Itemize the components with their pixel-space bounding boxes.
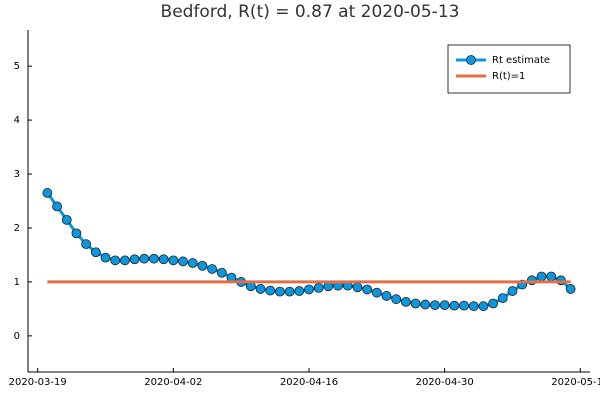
y-tick-label: 5 <box>14 61 20 72</box>
point <box>304 284 314 295</box>
point <box>187 258 198 268</box>
point <box>149 253 159 264</box>
x-tick-label: 2020-04-30 <box>416 377 474 388</box>
y-tick-label: 4 <box>14 115 20 126</box>
point <box>313 282 324 293</box>
point <box>507 286 518 296</box>
point <box>468 301 479 312</box>
point <box>556 275 566 286</box>
point <box>110 255 121 266</box>
point <box>52 201 62 212</box>
point <box>139 253 150 264</box>
point <box>178 256 188 267</box>
point <box>526 275 537 286</box>
point <box>294 286 305 296</box>
x-tick-label: 2020-05-14 <box>551 377 600 388</box>
point <box>119 255 130 266</box>
point <box>449 300 460 311</box>
point <box>362 284 373 295</box>
point <box>391 294 402 305</box>
y-tick-label: 2 <box>14 223 20 234</box>
point <box>381 291 392 301</box>
point <box>497 293 508 303</box>
point <box>61 214 72 225</box>
x-tick-label: 2020-04-02 <box>144 377 202 388</box>
chart-title: Bedford, R(t) = 0.87 at 2020-05-13 <box>161 2 460 22</box>
x-tick-label: 2020-03-19 <box>9 377 67 388</box>
point <box>207 264 218 274</box>
y-tick-label: 0 <box>14 331 20 342</box>
legend-label: Rt estimate <box>492 55 550 66</box>
point <box>410 298 421 309</box>
point <box>255 284 266 294</box>
point <box>90 247 101 258</box>
legend-marker <box>466 55 476 65</box>
point <box>565 284 576 294</box>
point <box>536 271 547 282</box>
y-tick-label: 1 <box>14 277 20 288</box>
legend-label: R(t)=1 <box>492 71 525 82</box>
point <box>275 286 285 297</box>
point <box>129 254 140 265</box>
point <box>439 300 450 311</box>
point <box>158 254 169 265</box>
point <box>430 300 440 311</box>
point <box>352 282 363 293</box>
x-tick-label: 2020-04-16 <box>280 377 338 388</box>
point <box>488 298 499 309</box>
point <box>42 188 53 198</box>
legend-box <box>447 44 571 94</box>
point <box>400 296 411 307</box>
point <box>284 286 295 297</box>
point <box>197 260 208 271</box>
point <box>216 267 227 278</box>
point <box>371 287 382 298</box>
y-tick-label: 3 <box>14 169 20 180</box>
point <box>265 285 276 296</box>
point <box>100 252 111 263</box>
legend: Rt estimate R(t)=1 <box>447 44 571 94</box>
point <box>459 300 469 311</box>
point <box>478 301 489 312</box>
point <box>168 255 179 266</box>
point <box>420 299 431 310</box>
point <box>71 228 82 239</box>
point <box>81 239 92 250</box>
point <box>546 271 557 282</box>
